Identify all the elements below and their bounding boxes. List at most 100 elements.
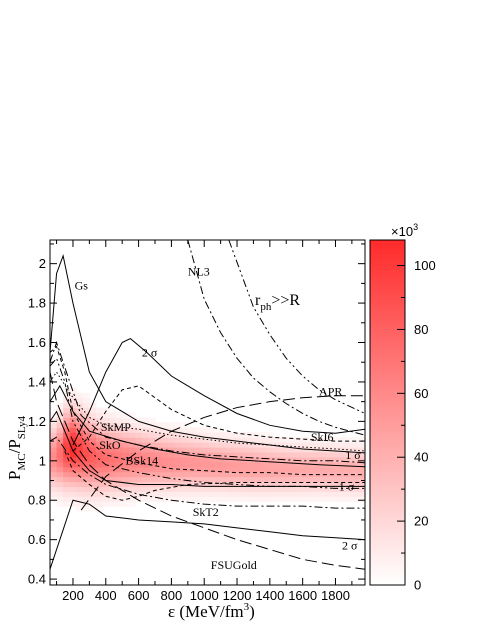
heatmap-cell bbox=[135, 437, 143, 443]
heatmap-cell bbox=[181, 437, 189, 443]
heatmap-cell bbox=[214, 437, 222, 443]
heatmap-cell bbox=[240, 447, 248, 453]
heatmap-cell bbox=[69, 427, 77, 433]
heatmap-cell bbox=[292, 496, 300, 502]
heatmap-cell bbox=[109, 437, 117, 443]
heatmap-cell bbox=[246, 486, 255, 492]
heatmap-cell bbox=[89, 486, 97, 492]
heatmap-cell bbox=[109, 417, 117, 423]
heatmap-cell bbox=[95, 417, 104, 423]
heatmap-cell bbox=[305, 437, 314, 443]
heatmap-cell bbox=[233, 451, 241, 458]
heatmap-cell bbox=[161, 486, 169, 492]
heatmap-cell bbox=[351, 481, 360, 488]
heatmap-cell bbox=[102, 432, 110, 438]
heatmap-cell bbox=[89, 501, 97, 507]
heatmap-cell bbox=[220, 432, 228, 438]
heatmap-cell bbox=[56, 461, 64, 468]
heatmap-cell bbox=[82, 501, 90, 507]
heatmap-cell bbox=[141, 486, 150, 492]
heatmap-cell bbox=[115, 417, 123, 423]
heatmap-cell bbox=[200, 427, 209, 433]
heatmap-cell bbox=[220, 491, 228, 497]
heatmap-cell bbox=[220, 442, 228, 448]
heatmap-cell bbox=[194, 476, 202, 483]
heatmap-cell bbox=[273, 451, 281, 458]
heatmap-cell bbox=[115, 432, 123, 438]
heatmap-cell bbox=[299, 442, 307, 448]
heatmap-cell bbox=[115, 491, 123, 497]
heatmap-cell bbox=[63, 412, 71, 419]
heatmap-cell bbox=[358, 456, 365, 463]
heatmap-cell bbox=[299, 491, 307, 497]
heatmap-cell bbox=[332, 496, 340, 502]
heatmap-cell bbox=[233, 466, 241, 473]
heatmap-cell bbox=[220, 456, 228, 463]
heatmap-cell bbox=[155, 476, 163, 483]
heatmap-cell bbox=[76, 412, 84, 419]
heatmap-cell bbox=[115, 476, 123, 483]
heatmap-cell bbox=[115, 456, 123, 463]
heatmap-cell bbox=[95, 491, 104, 497]
heatmap-cell bbox=[273, 456, 281, 463]
heatmap-cell bbox=[187, 427, 195, 433]
heatmap-cell bbox=[253, 496, 261, 502]
heatmap-cell bbox=[56, 447, 64, 453]
heatmap-cell bbox=[246, 451, 255, 458]
curve-2σ-14 bbox=[50, 499, 365, 570]
heatmap-cell bbox=[161, 456, 169, 463]
heatmap-cell bbox=[76, 496, 84, 502]
heatmap-cell bbox=[76, 461, 84, 468]
heatmap-cell bbox=[214, 481, 222, 488]
heatmap-cell bbox=[253, 456, 261, 463]
heatmap-cell bbox=[148, 456, 156, 463]
heatmap-cell bbox=[312, 442, 320, 448]
heatmap-cell bbox=[246, 456, 255, 463]
heatmap-cell bbox=[181, 486, 189, 492]
heatmap-cell bbox=[63, 442, 71, 448]
heatmap-cell bbox=[63, 466, 71, 473]
heatmap-cell bbox=[122, 491, 130, 497]
heatmap-cell bbox=[345, 486, 353, 492]
heatmap-cell bbox=[345, 456, 353, 463]
heatmap-cell bbox=[246, 447, 255, 453]
heatmap-cell bbox=[102, 442, 110, 448]
curve-unlabeled-4 bbox=[72, 385, 365, 452]
heatmap-cell bbox=[266, 451, 274, 458]
heatmap-cell bbox=[227, 432, 235, 438]
heatmap-cell bbox=[89, 496, 97, 502]
heatmap-cell bbox=[187, 491, 195, 497]
heatmap-cell bbox=[102, 427, 110, 433]
heatmap-cell bbox=[358, 496, 365, 502]
curve-label: BSk14 bbox=[125, 454, 158, 468]
heatmap-cell bbox=[181, 427, 189, 433]
heatmap-cell bbox=[319, 486, 327, 492]
heatmap-cell bbox=[82, 451, 90, 458]
heatmap-cell bbox=[220, 471, 228, 478]
heatmap-cell bbox=[266, 476, 274, 483]
heatmap-cell bbox=[95, 432, 104, 438]
curve-SkO-9 bbox=[50, 345, 365, 476]
heatmap-cell bbox=[286, 451, 294, 458]
heatmap-cell bbox=[174, 481, 182, 488]
heatmap-cell bbox=[292, 451, 300, 458]
heatmap-cell bbox=[181, 476, 189, 483]
heatmap-cell bbox=[161, 476, 169, 483]
heatmap-cell bbox=[141, 442, 150, 448]
heatmap-cell bbox=[305, 496, 314, 502]
heatmap-cell bbox=[161, 432, 169, 438]
heatmap-cell bbox=[63, 451, 71, 458]
heatmap-cell bbox=[122, 422, 130, 428]
heatmap-cell bbox=[351, 486, 360, 492]
heatmap-cell bbox=[338, 476, 346, 483]
heatmap-cell bbox=[135, 422, 143, 428]
heatmap-cell bbox=[194, 447, 202, 453]
heatmap-cell bbox=[200, 476, 209, 483]
heatmap-cell bbox=[233, 491, 241, 497]
heatmap-cell bbox=[266, 456, 274, 463]
heatmap-cell bbox=[299, 447, 307, 453]
x-tick-label: 1200 bbox=[223, 588, 252, 603]
heatmap-cell bbox=[161, 466, 169, 473]
heatmap-cell bbox=[69, 387, 77, 394]
heatmap-cell bbox=[358, 442, 365, 448]
